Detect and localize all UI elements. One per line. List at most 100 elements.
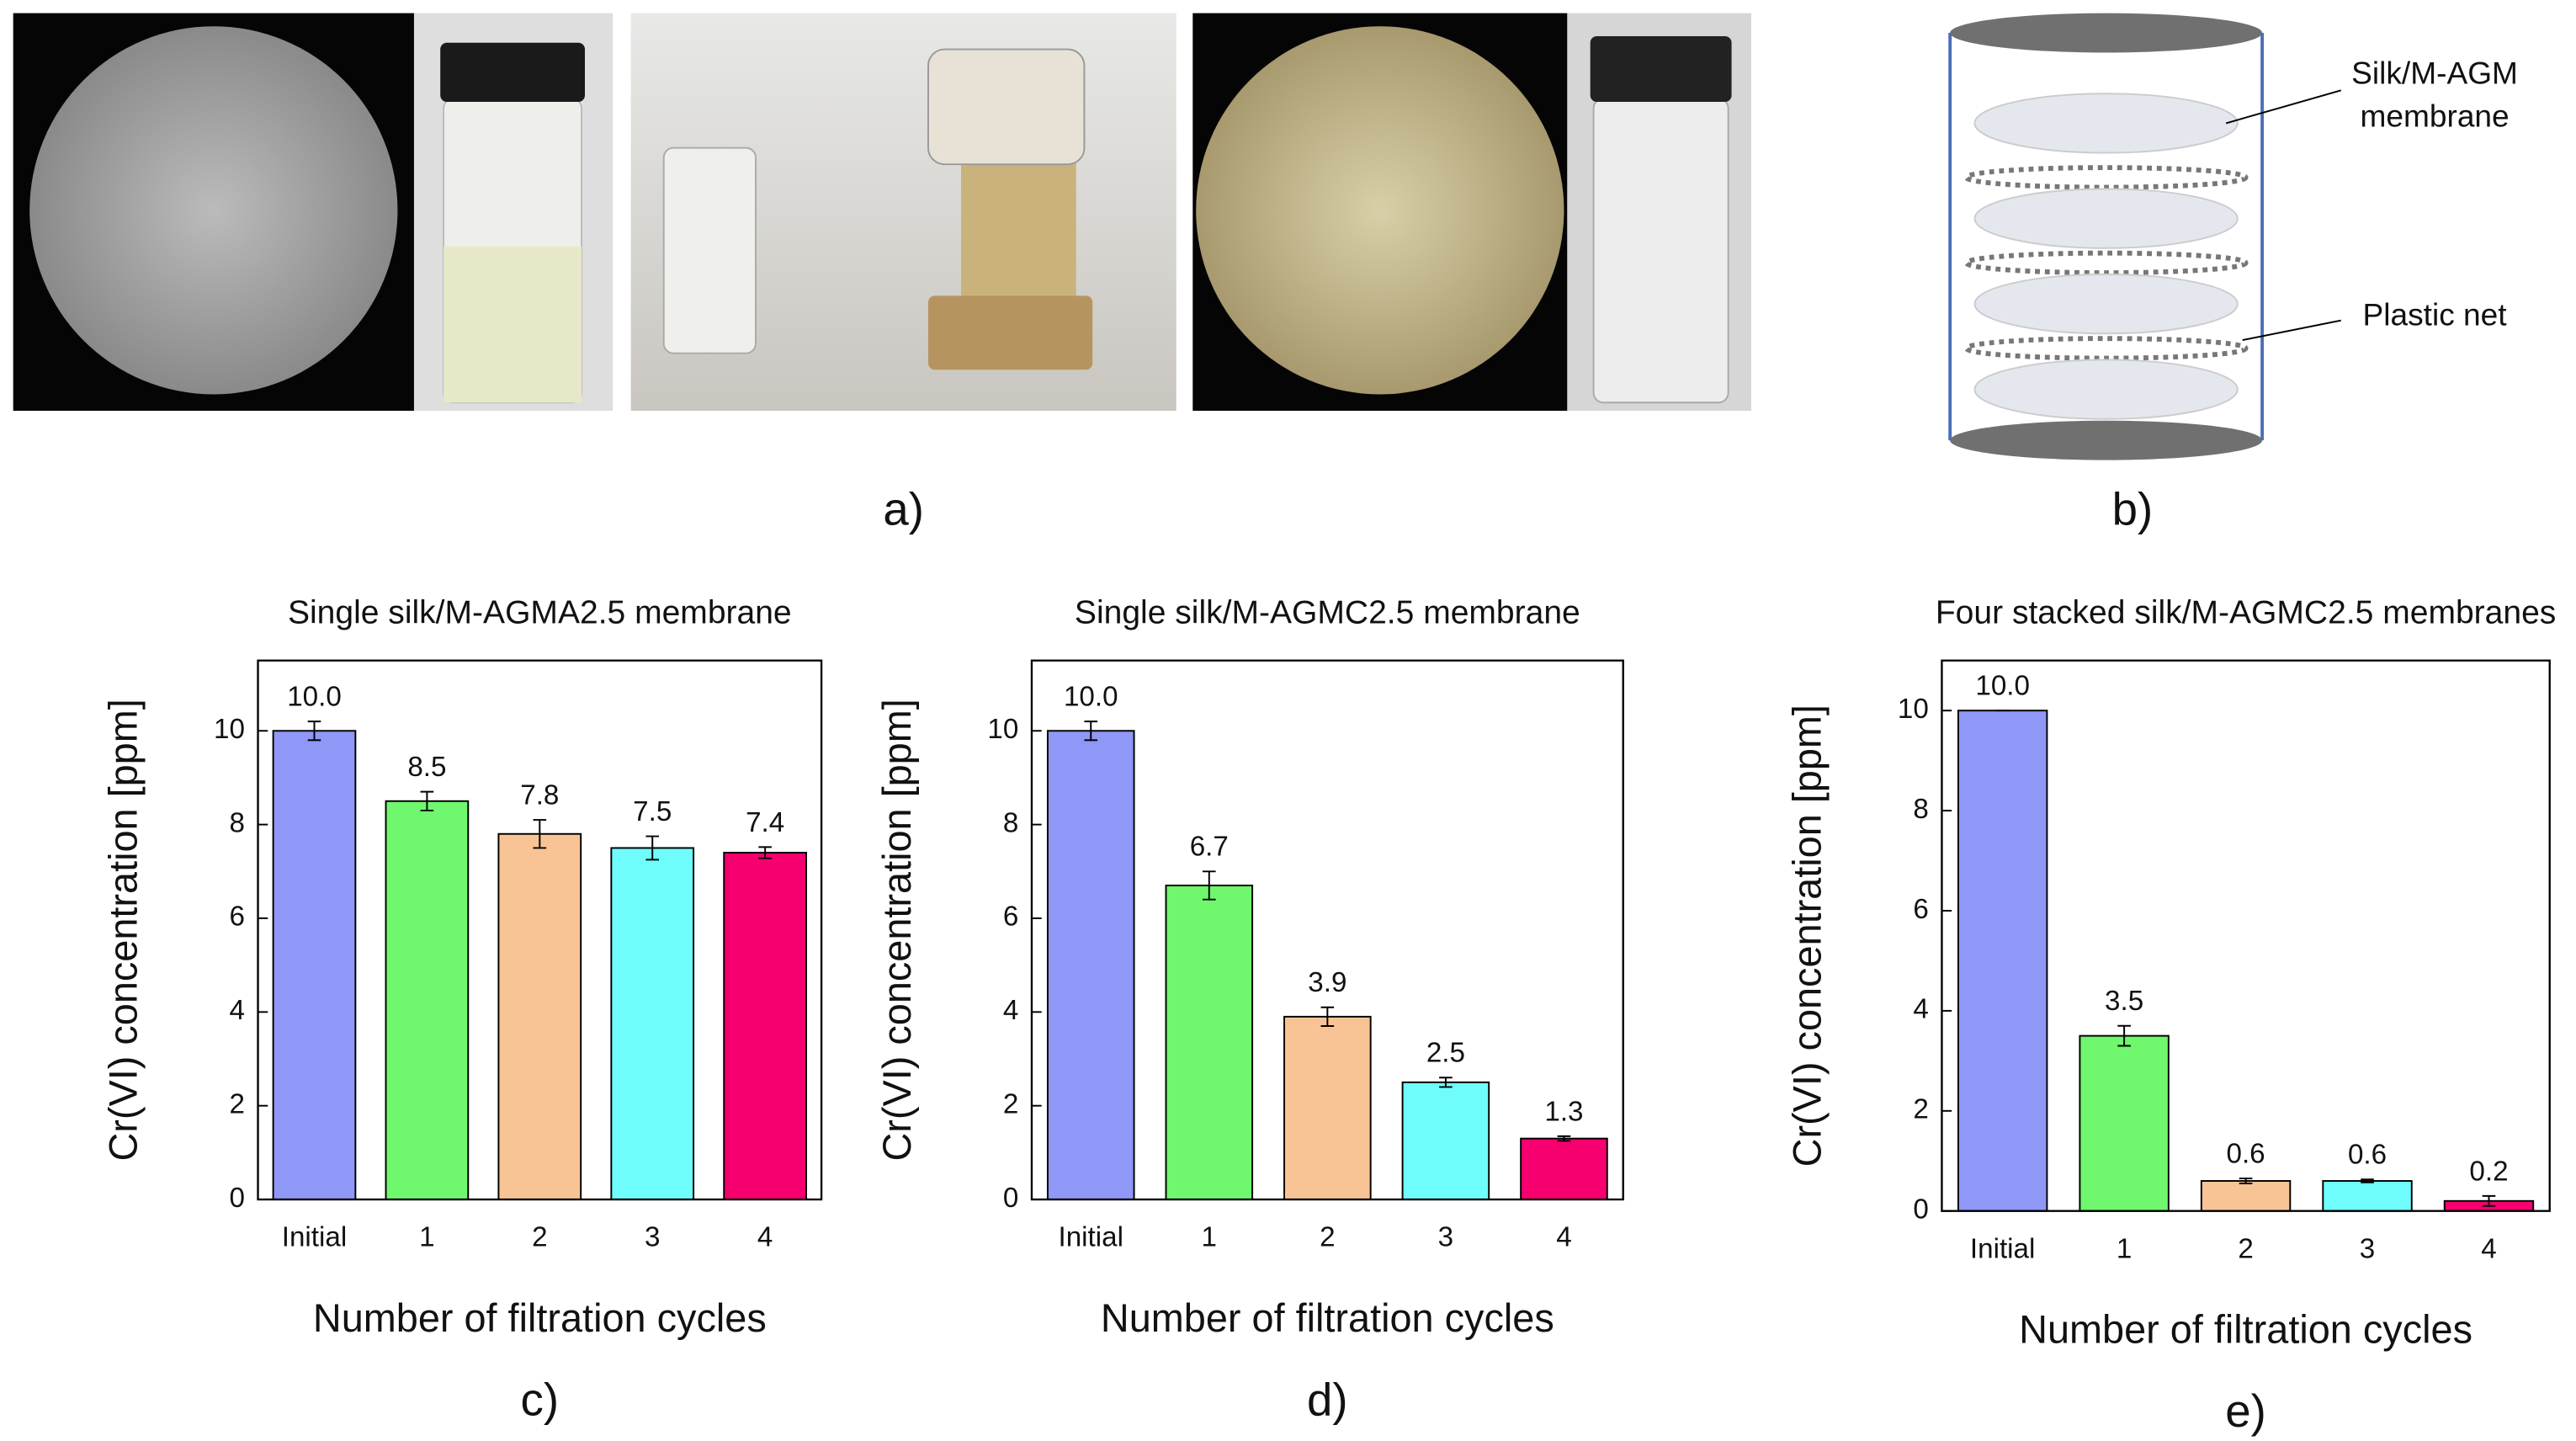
value-label: 3.5 xyxy=(2105,986,2143,1017)
y-tick-label: 0 xyxy=(1913,1194,1928,1225)
y-tick-label: 10 xyxy=(214,714,245,745)
x-tick-label: Initial xyxy=(282,1222,347,1253)
syringe xyxy=(961,156,1076,305)
panel-label: d) xyxy=(1307,1375,1348,1426)
value-label: 10.0 xyxy=(287,682,342,713)
error-bar xyxy=(645,835,660,861)
membrane-layer xyxy=(1973,93,2239,154)
membrane-layer xyxy=(1973,188,2239,249)
membrane-layer xyxy=(1973,359,2239,420)
bar xyxy=(1046,730,1135,1201)
panel-label: b) xyxy=(2112,483,2154,534)
diagram: Silk/M-AGM membrane Plastic net xyxy=(1948,13,2518,460)
value-label: 0.6 xyxy=(2348,1140,2387,1171)
y-tick-label: 2 xyxy=(1003,1088,1018,1119)
net-layer xyxy=(1963,165,2249,190)
x-tick-label: Initial xyxy=(1970,1233,2035,1264)
y-tick-label: 8 xyxy=(229,807,244,838)
bar xyxy=(2200,1180,2292,1212)
panel-label: e) xyxy=(2225,1385,2266,1437)
photos xyxy=(13,13,1751,412)
x-axis-label: Number of filtration cycles xyxy=(2019,1308,2472,1352)
error-bar xyxy=(307,720,321,742)
y-tick-label: 2 xyxy=(229,1088,244,1119)
error-bar xyxy=(2239,1178,2253,1184)
y-axis-label: Cr(VI) concentration [ppm] xyxy=(1786,705,1830,1167)
bar xyxy=(1957,710,2048,1212)
error-bar xyxy=(2361,1178,2374,1183)
value-label: 8.5 xyxy=(407,752,446,783)
bar xyxy=(1165,885,1254,1201)
bar xyxy=(2322,1180,2413,1212)
x-tick-label: 3 xyxy=(1438,1222,1453,1253)
x-axis-label: Number of filtration cycles xyxy=(1101,1296,1554,1340)
y-tick-label: 10 xyxy=(987,714,1018,745)
value-label: 1.3 xyxy=(1544,1096,1583,1127)
cylinder-top xyxy=(1950,13,2263,53)
panel-label: c) xyxy=(521,1375,560,1426)
leader xyxy=(2242,319,2341,342)
net-layer xyxy=(1963,336,2249,361)
chart-title: Single silk/M-AGMA2.5 membrane xyxy=(288,594,792,630)
bar xyxy=(2079,1034,2170,1212)
value-label: 0.6 xyxy=(2227,1138,2265,1169)
chart-title: Single silk/M-AGMC2.5 membrane xyxy=(1075,594,1580,630)
x-axis-label: Number of filtration cycles xyxy=(313,1296,767,1340)
bar xyxy=(385,800,470,1201)
vial-cap xyxy=(440,42,585,103)
error-bar xyxy=(533,819,547,849)
y-tick-label: 6 xyxy=(1003,901,1018,933)
error-bar xyxy=(1202,870,1216,901)
value-label: 10.0 xyxy=(1975,671,2030,702)
y-tick-label: 0 xyxy=(1003,1183,1018,1214)
vial-liquid xyxy=(443,246,582,403)
annotation: Silk/M-AGM xyxy=(2351,56,2518,91)
panel-label: a) xyxy=(883,483,924,534)
x-tick-label: 2 xyxy=(532,1222,547,1253)
error-bar xyxy=(1084,720,1098,742)
value-label: 7.4 xyxy=(746,807,784,838)
bar xyxy=(1283,1015,1372,1201)
y-tick-label: 4 xyxy=(1913,994,1928,1025)
vial-cap xyxy=(1590,35,1732,103)
y-tick-label: 10 xyxy=(1898,694,1929,725)
bar xyxy=(1520,1137,1608,1201)
y-tick-label: 6 xyxy=(1913,894,1928,925)
x-tick-label: 1 xyxy=(2117,1233,2132,1264)
y-tick-label: 2 xyxy=(1913,1094,1928,1125)
y-axis-label: Cr(VI) concentration [ppm] xyxy=(102,699,146,1161)
y-tick-label: 4 xyxy=(229,995,244,1026)
x-tick-label: Initial xyxy=(1059,1222,1123,1253)
bar xyxy=(723,852,807,1201)
x-tick-label: 4 xyxy=(2481,1233,2496,1264)
x-tick-label: 1 xyxy=(1202,1222,1217,1253)
chart-title: Four stacked silk/M-AGMC2.5 membranes xyxy=(1936,594,2556,630)
filter-holder xyxy=(927,295,1093,370)
bar xyxy=(272,730,357,1201)
annotation: Plastic net xyxy=(2363,297,2508,332)
error-bar xyxy=(2482,1194,2496,1207)
x-tick-label: 4 xyxy=(757,1222,773,1253)
error-bar xyxy=(758,846,772,859)
error-bar xyxy=(1557,1135,1571,1142)
y-tick-label: 8 xyxy=(1913,794,1928,825)
x-tick-label: 3 xyxy=(2360,1233,2375,1264)
vial xyxy=(1592,98,1729,404)
error-bar xyxy=(420,790,434,811)
y-tick-label: 4 xyxy=(1003,995,1018,1026)
bar xyxy=(497,832,582,1201)
x-tick-label: 2 xyxy=(2238,1233,2253,1264)
y-tick-label: 6 xyxy=(229,901,244,933)
plot-frame xyxy=(1941,659,2551,1212)
value-label: 0.2 xyxy=(2469,1156,2508,1187)
value-label: 2.5 xyxy=(1426,1038,1465,1069)
membrane-disc xyxy=(1196,26,1564,395)
error-bar xyxy=(2117,1024,2131,1047)
y-axis-label: Cr(VI) concentration [ppm] xyxy=(875,699,919,1161)
x-tick-label: 4 xyxy=(1556,1222,1571,1253)
error-bar xyxy=(1320,1006,1335,1028)
cylinder-bottom xyxy=(1950,420,2263,460)
x-tick-label: 2 xyxy=(1320,1222,1335,1253)
error-bar xyxy=(1439,1077,1453,1088)
